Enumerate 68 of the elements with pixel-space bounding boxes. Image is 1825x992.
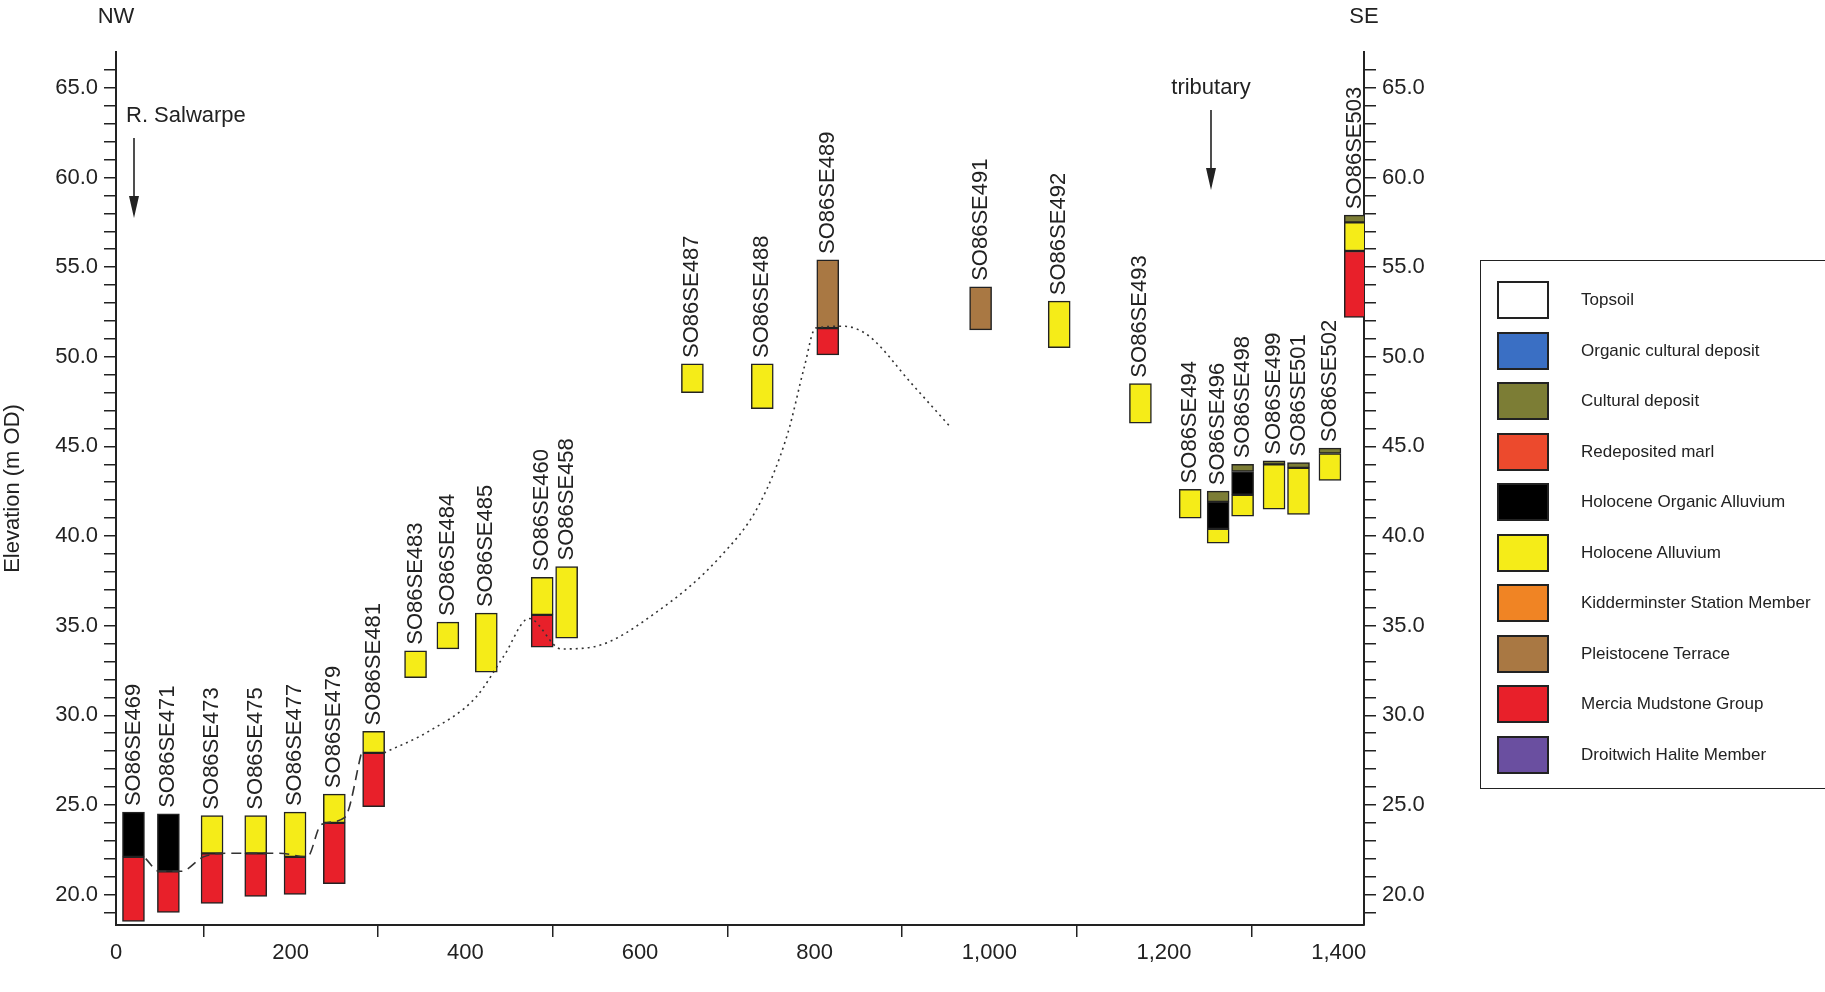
annotation: SO86SE502	[1316, 319, 1341, 443]
annotation: SO86SE469	[119, 683, 145, 807]
legend-label: Holocene Organic Alluvium	[1581, 492, 1786, 513]
annotation: SO86SE498	[1228, 335, 1254, 459]
annotation: SO86SE481	[359, 603, 385, 726]
annotation: tributary	[1171, 74, 1251, 100]
y-tick-label: 60.0	[55, 163, 98, 189]
y2-tick-label: 25.0	[1382, 790, 1425, 816]
y2-tick-label: 20.0	[1382, 880, 1425, 906]
x-tick-label: 1,000	[961, 939, 1017, 965]
annotation: SO86SE473	[198, 687, 224, 810]
x-tick-label: 600	[621, 939, 659, 965]
y2-tick-label: 35.0	[1382, 611, 1425, 637]
annotation: SO86SE491	[966, 158, 992, 281]
y-tick-label: 25.0	[55, 790, 98, 816]
y2-tick-label: 50.0	[1382, 342, 1425, 368]
y-tick-label: 20.0	[55, 880, 98, 906]
y-tick-label: 55.0	[55, 253, 98, 279]
annotation: SO86SE460	[528, 448, 554, 572]
annotation: SO86SE484	[433, 493, 459, 617]
legend-label: Kidderminster Station Member	[1581, 593, 1811, 614]
annotation: SO86SE477	[281, 683, 307, 807]
x-tick-label: 0	[109, 939, 123, 965]
annotation: SO86SE485	[472, 484, 498, 608]
y-tick-label: 45.0	[55, 432, 98, 458]
legend-label: Organic cultural deposit	[1581, 340, 1760, 361]
y2-tick-label: 60.0	[1382, 163, 1425, 189]
annotation: SO86SE496	[1204, 362, 1230, 486]
x-tick-label: 1,400	[1311, 939, 1367, 965]
legend-label: Mercia Mudstone Group	[1581, 694, 1764, 715]
annotation: SO86SE479	[320, 665, 346, 789]
legend-label: Pleistocene Terrace	[1581, 643, 1730, 664]
annotation: SO86SE475	[241, 687, 267, 810]
y-tick-label: 30.0	[55, 701, 98, 727]
annotation: SO86SE488	[748, 235, 774, 358]
annotation: SO86SE471	[154, 685, 180, 808]
y2-tick-label: 65.0	[1382, 73, 1425, 99]
annotation: SO86SE494	[1176, 361, 1202, 484]
legend-label: Holocene Alluvium	[1581, 542, 1721, 563]
legend-label: Topsoil	[1581, 290, 1634, 311]
text: SE	[1349, 3, 1379, 29]
annotation: R. Salwarpe	[126, 102, 246, 128]
y-tick-label: 65.0	[55, 73, 98, 99]
legend-label: Redeposited marl	[1581, 441, 1715, 462]
annotation: SO86SE501	[1284, 334, 1310, 457]
legend-label: Cultural deposit	[1581, 391, 1700, 412]
x-tick-label: 800	[796, 939, 834, 965]
x-tick-label: 200	[272, 939, 310, 965]
annotation: SO86SE487	[678, 235, 704, 358]
annotation: SO86SE503	[1341, 86, 1367, 210]
annotation: SO86SE483	[401, 522, 427, 645]
y-tick-label: 35.0	[55, 611, 98, 637]
y2-tick-label: 45.0	[1382, 432, 1425, 458]
y-axis-title: Elevation (m OD)	[0, 404, 25, 573]
legend-label: Droitwich Halite Member	[1581, 744, 1767, 765]
y2-tick-label: 40.0	[1382, 522, 1425, 548]
y-tick-label: 40.0	[55, 522, 98, 548]
x-tick-label: 1,200	[1136, 939, 1192, 965]
annotation: SO86SE492	[1045, 172, 1071, 296]
annotation: SO86SE493	[1126, 255, 1152, 378]
annotation: SO86SE458	[552, 438, 578, 561]
y2-tick-label: 30.0	[1382, 701, 1425, 727]
annotation: SO86SE489	[813, 131, 839, 254]
text: NW	[97, 3, 135, 29]
x-tick-label: 400	[446, 939, 484, 965]
y2-tick-label: 55.0	[1382, 253, 1425, 279]
y-tick-label: 50.0	[55, 342, 98, 368]
annotation: SO86SE499	[1260, 332, 1286, 455]
